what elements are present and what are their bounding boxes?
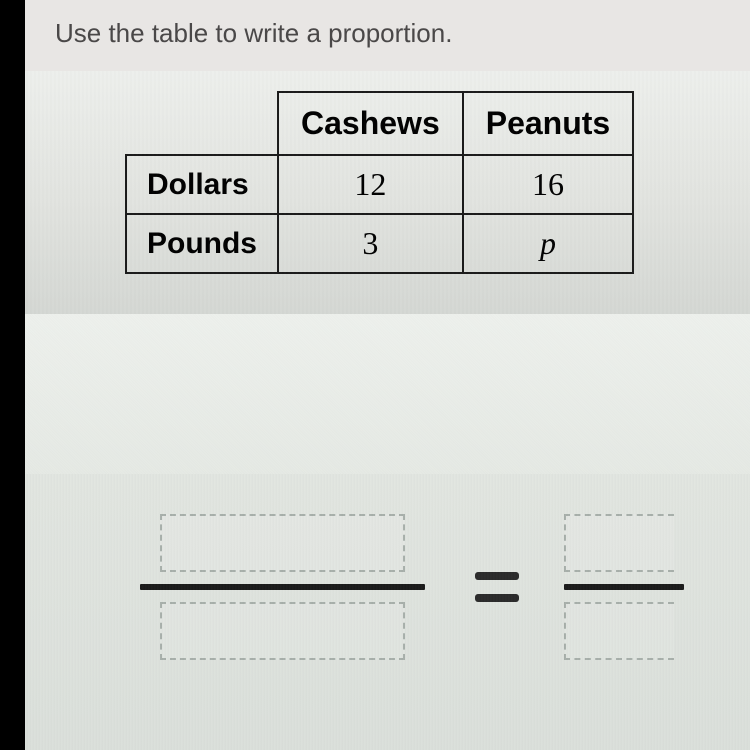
col-header-cashews: Cashews	[278, 92, 463, 155]
instruction-area: Use the table to write a proportion.	[25, 0, 750, 71]
answer-area	[25, 474, 750, 750]
numerator-input-left[interactable]	[160, 514, 405, 572]
fraction-bar-left	[140, 584, 425, 590]
proportion-input	[25, 514, 750, 660]
fraction-bar-right	[564, 584, 684, 590]
instruction-text: Use the table to write a proportion.	[55, 18, 720, 49]
blank-area	[25, 314, 750, 474]
numerator-input-right[interactable]	[564, 514, 674, 572]
equals-bar-top	[475, 572, 519, 580]
right-fraction	[564, 514, 684, 660]
cell-pounds-cashews: 3	[278, 214, 463, 273]
cell-dollars-cashews: 12	[278, 155, 463, 214]
table-area: Cashews Peanuts Dollars 12 16 Pounds 3 p	[25, 71, 750, 314]
left-fraction	[140, 514, 425, 660]
row-header-pounds: Pounds	[126, 214, 278, 273]
table-empty-corner	[126, 92, 278, 155]
equals-bar-bottom	[475, 594, 519, 602]
col-header-peanuts: Peanuts	[463, 92, 633, 155]
data-table: Cashews Peanuts Dollars 12 16 Pounds 3 p	[125, 91, 634, 274]
row-header-dollars: Dollars	[126, 155, 278, 214]
equals-sign	[475, 572, 519, 602]
left-black-bar	[0, 0, 25, 750]
denominator-input-right[interactable]	[564, 602, 674, 660]
denominator-input-left[interactable]	[160, 602, 405, 660]
cell-pounds-peanuts: p	[463, 214, 633, 273]
cell-dollars-peanuts: 16	[463, 155, 633, 214]
content-area: Use the table to write a proportion. Cas…	[25, 0, 750, 750]
